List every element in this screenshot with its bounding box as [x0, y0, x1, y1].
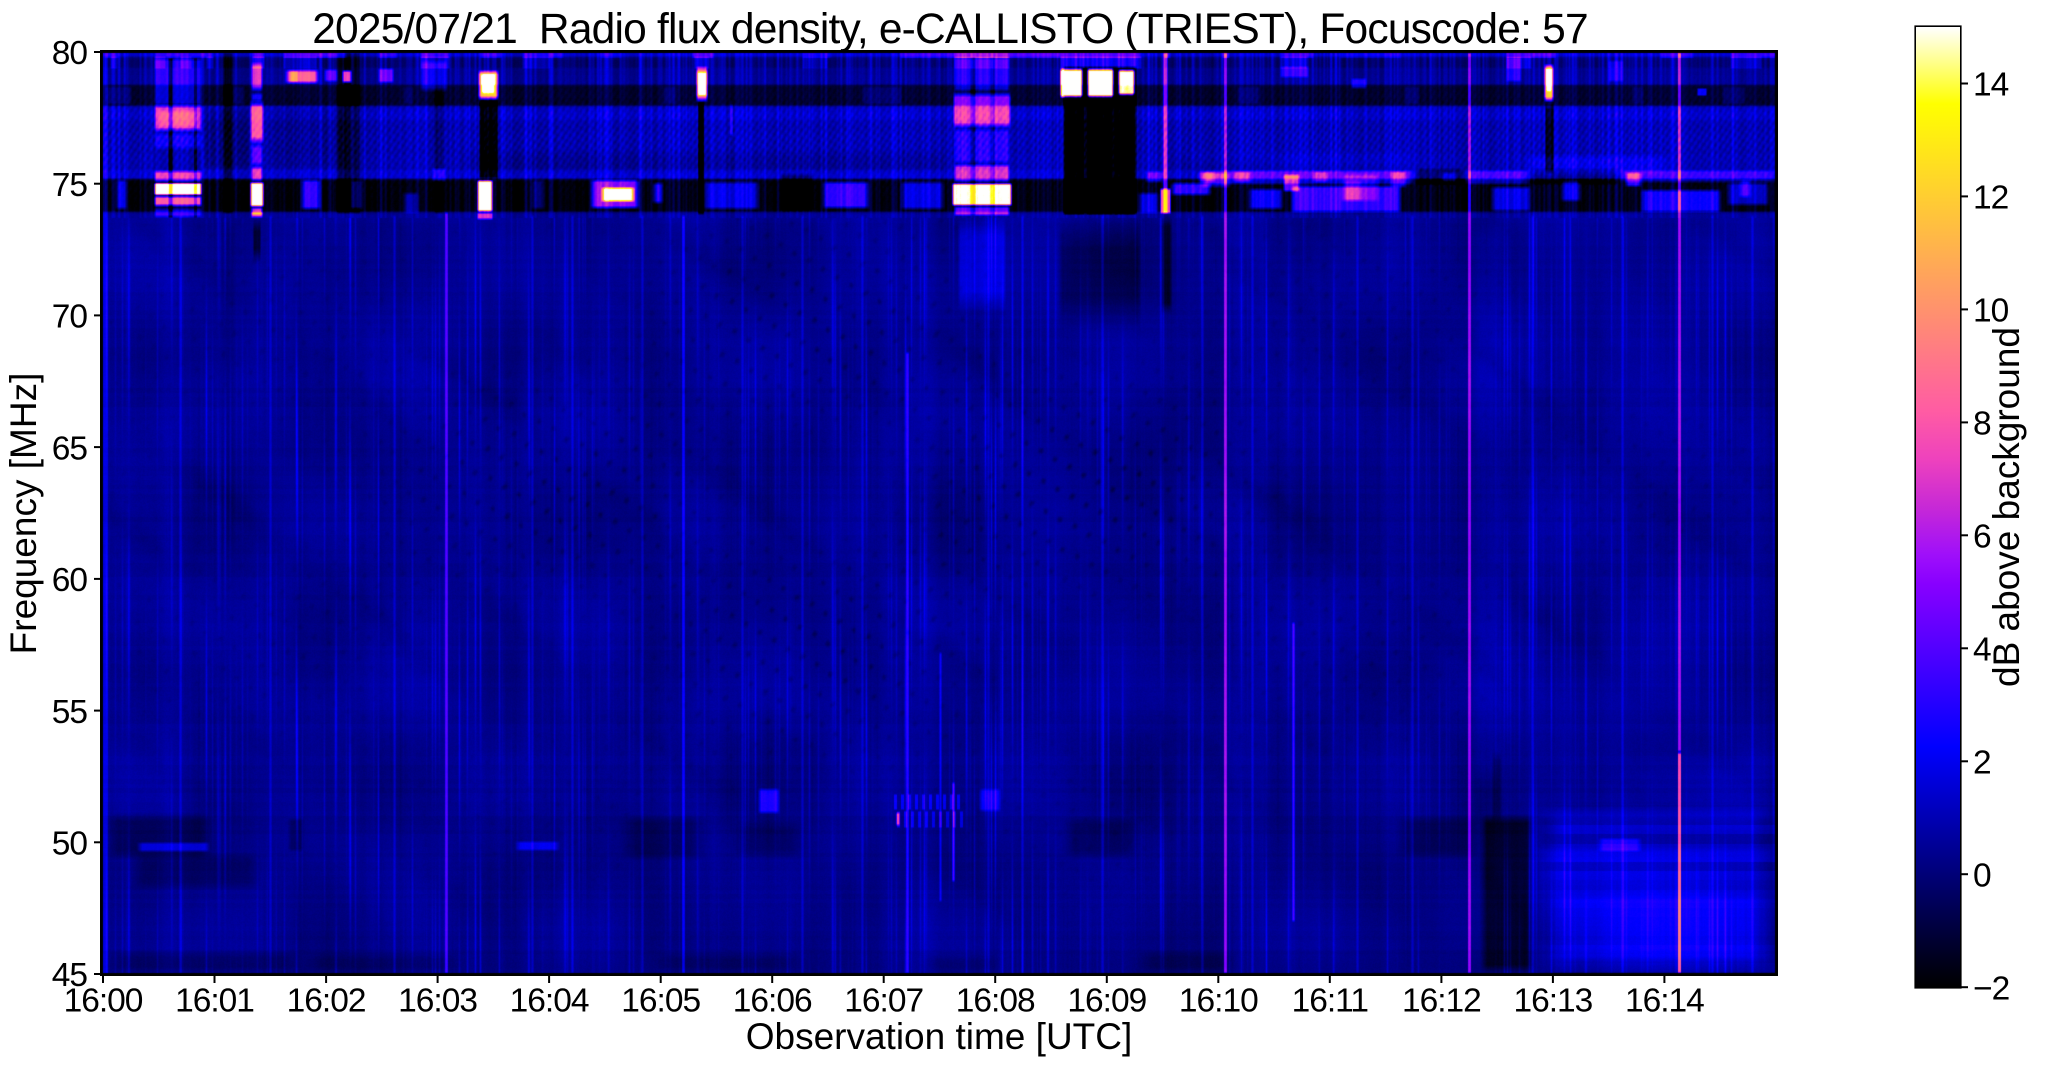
svg-text:2: 2: [1973, 745, 1991, 782]
svg-text:16:08: 16:08: [956, 983, 1035, 1020]
svg-text:16:03: 16:03: [398, 983, 477, 1020]
svg-text:Observation time [UTC]: Observation time [UTC]: [746, 1016, 1133, 1057]
svg-text:10: 10: [1973, 293, 2009, 330]
svg-text:−2: −2: [1973, 970, 2009, 1007]
svg-text:60: 60: [52, 562, 88, 599]
svg-text:80: 80: [52, 35, 88, 72]
svg-text:75: 75: [52, 167, 88, 204]
svg-text:dB above background: dB above background: [1986, 327, 2027, 687]
svg-text:45: 45: [52, 957, 88, 994]
svg-text:12: 12: [1973, 180, 2008, 217]
svg-text:70: 70: [52, 299, 88, 336]
svg-text:0: 0: [1973, 857, 1991, 894]
svg-text:16:10: 16:10: [1179, 983, 1258, 1020]
svg-text:16:12: 16:12: [1402, 983, 1481, 1020]
svg-text:16:09: 16:09: [1067, 983, 1146, 1020]
svg-text:8: 8: [1973, 406, 1991, 443]
svg-text:16:01: 16:01: [175, 983, 254, 1020]
svg-text:65: 65: [52, 430, 88, 467]
svg-text:14: 14: [1973, 67, 2009, 104]
svg-text:2025/07/21 Radio flux density: 2025/07/21 Radio flux density, e-CALLIST…: [312, 6, 1588, 53]
svg-text:16:11: 16:11: [1292, 983, 1368, 1020]
svg-text:16:02: 16:02: [287, 983, 366, 1020]
svg-text:50: 50: [52, 826, 88, 863]
svg-text:16:13: 16:13: [1513, 983, 1592, 1020]
svg-text:6: 6: [1973, 519, 1991, 556]
svg-text:16:05: 16:05: [621, 983, 700, 1020]
svg-text:16:07: 16:07: [844, 983, 923, 1020]
svg-text:Frequency [MHz]: Frequency [MHz]: [3, 373, 44, 655]
svg-text:16:00: 16:00: [64, 983, 143, 1020]
svg-text:16:04: 16:04: [510, 983, 589, 1020]
svg-text:16:06: 16:06: [733, 983, 812, 1020]
svg-text:16:14: 16:14: [1625, 983, 1704, 1020]
svg-text:55: 55: [52, 694, 88, 731]
svg-text:4: 4: [1973, 632, 1991, 669]
